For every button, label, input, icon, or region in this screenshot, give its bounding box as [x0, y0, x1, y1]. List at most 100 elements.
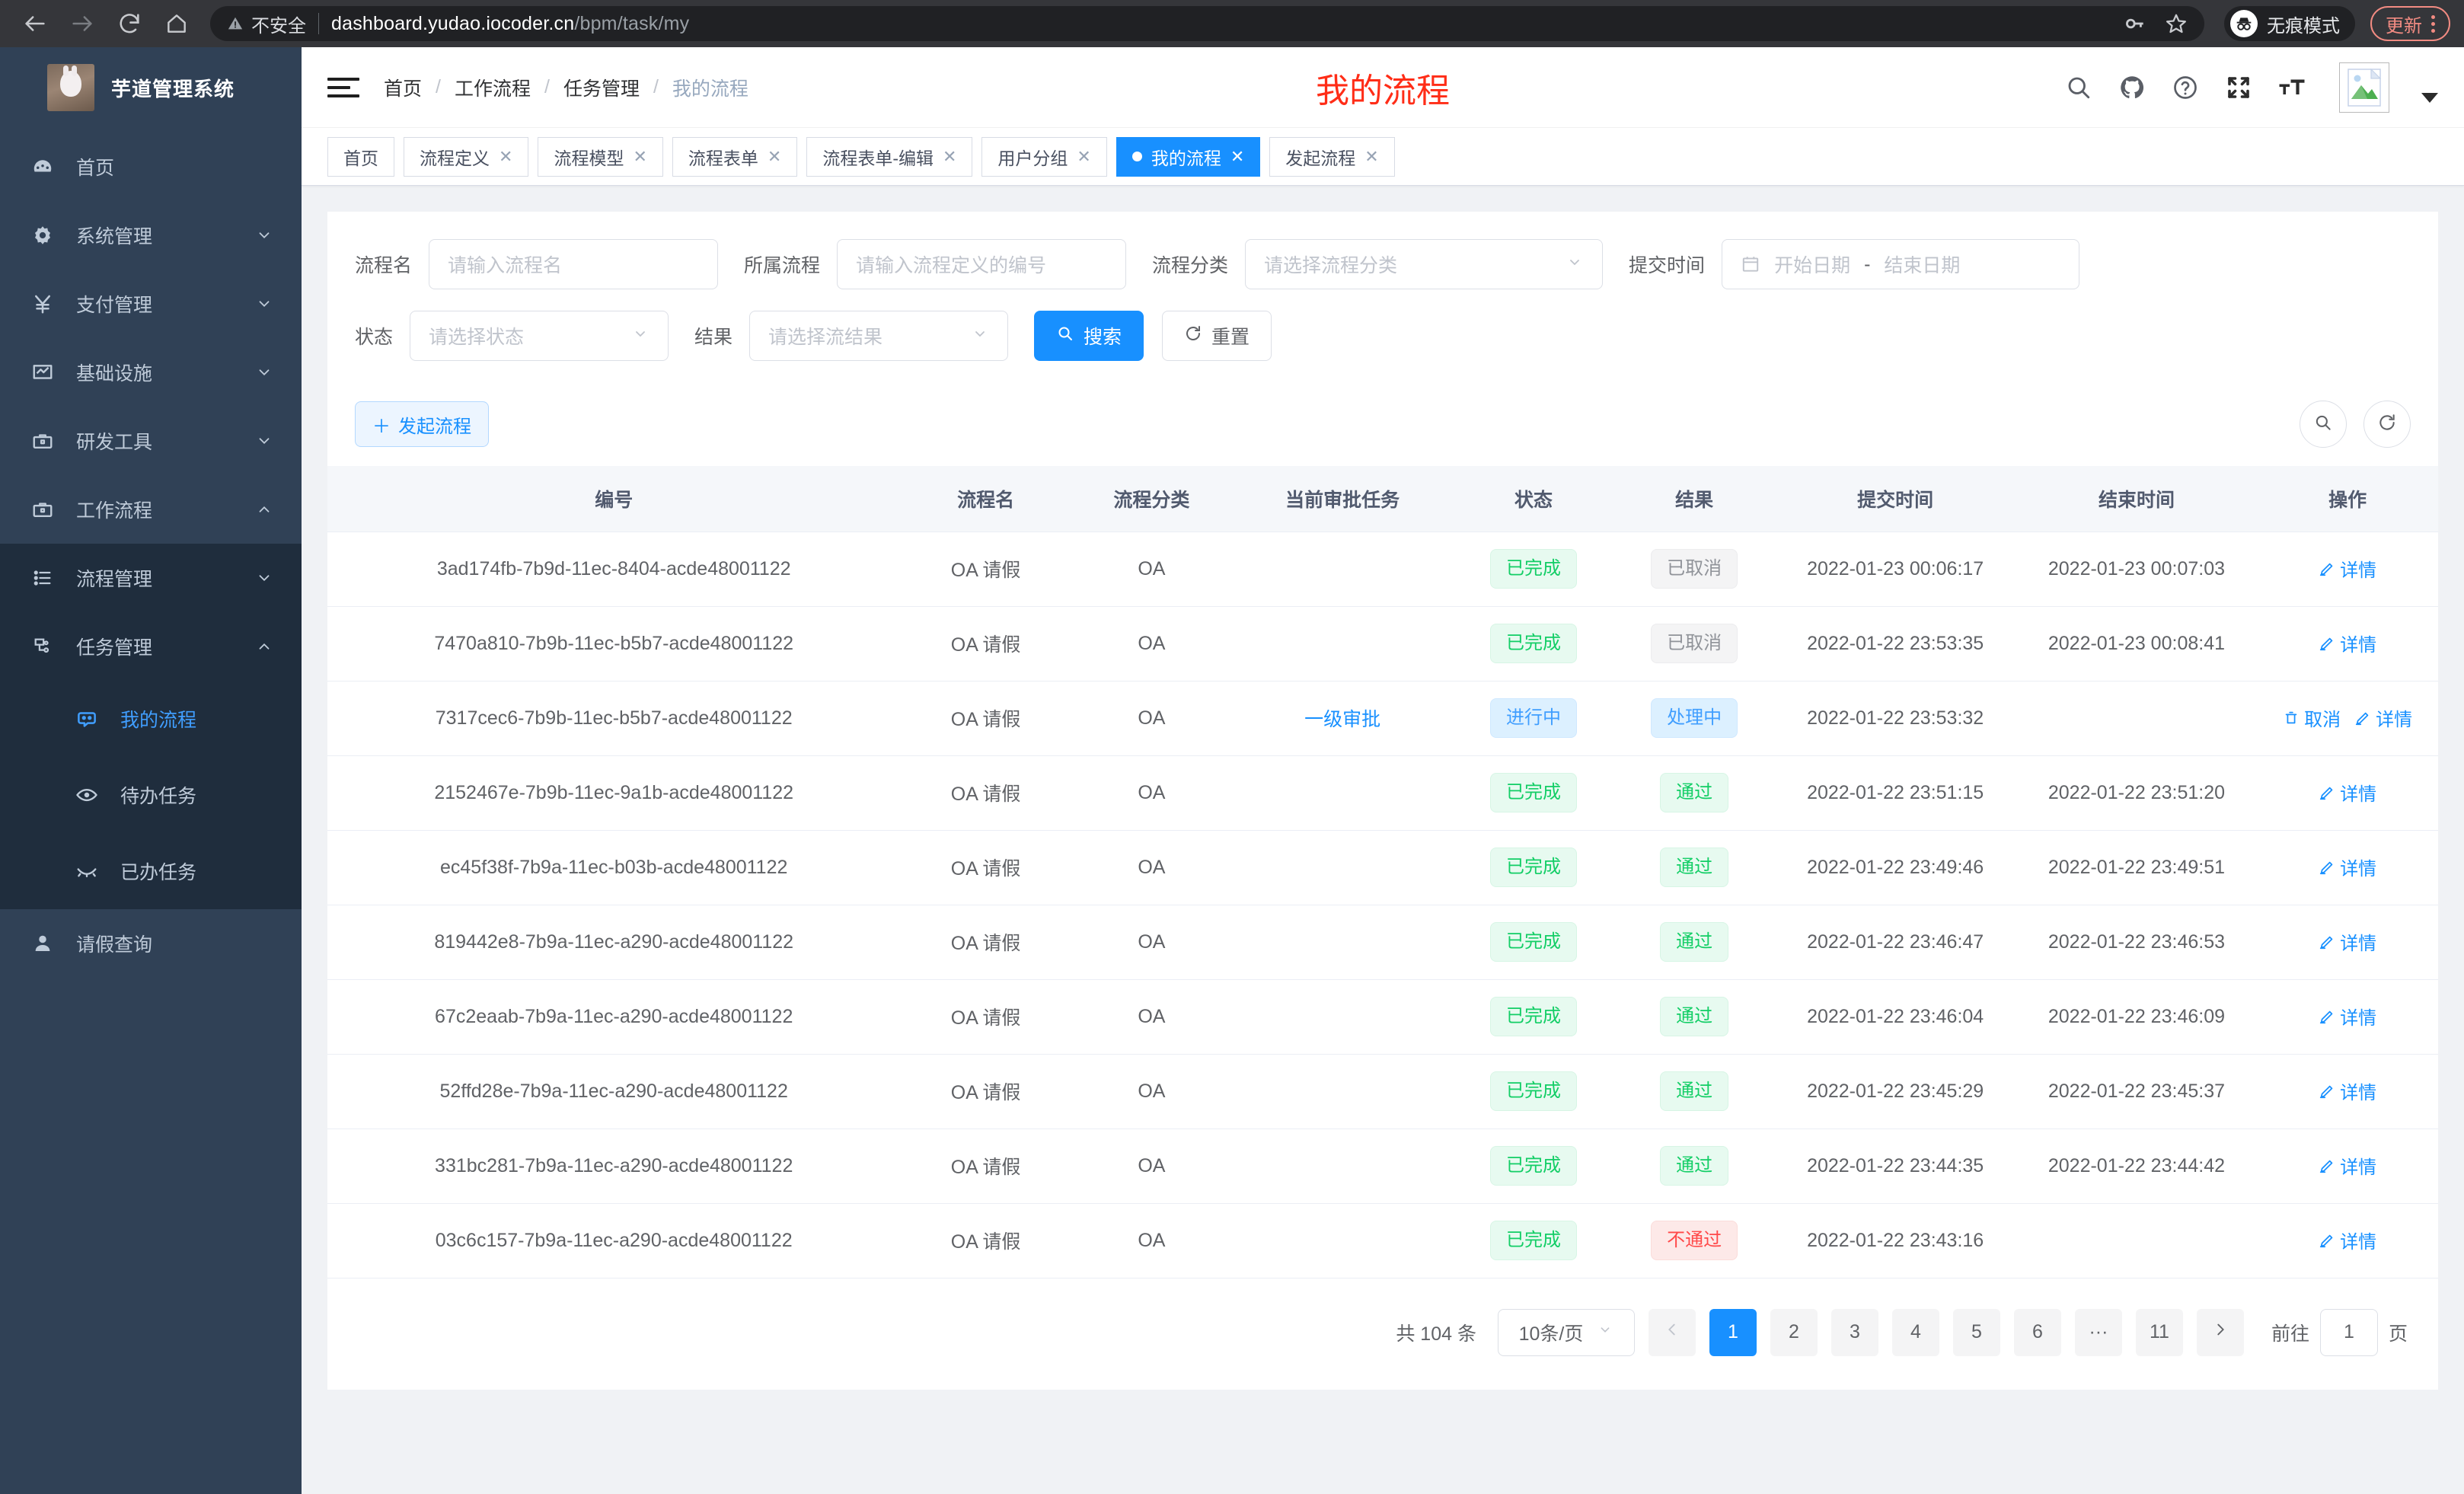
pagination-page-2[interactable]: 2	[1770, 1308, 1818, 1356]
process-name-input[interactable]: 请输入流程名	[429, 239, 719, 289]
sidebar-item-my-process[interactable]: 我的流程	[0, 681, 302, 757]
reload-icon[interactable]	[108, 2, 151, 45]
current-task-link[interactable]: 一级审批	[1304, 709, 1381, 730]
jump-page-input[interactable]: 1	[2319, 1308, 2378, 1356]
detail-link[interactable]: 详情	[2319, 928, 2376, 955]
breadcrumb-item-3[interactable]: 任务管理	[563, 78, 640, 100]
sidebar-item-payment[interactable]: 支付管理	[0, 270, 302, 338]
filter-result: 结果 请选择流结果	[694, 311, 1009, 361]
breadcrumb-item-2[interactable]: 工作流程	[454, 78, 531, 100]
sidebar-item-todo-task[interactable]: 待办任务	[0, 757, 302, 833]
help-circle-icon[interactable]	[2172, 74, 2199, 101]
back-arrow-icon[interactable]	[14, 2, 56, 45]
belong-process-input[interactable]: 请输入流程定义的编号	[837, 239, 1127, 289]
pagination-page-5[interactable]: 5	[1952, 1308, 2000, 1356]
process-category-select[interactable]: 请选择流程分类	[1245, 239, 1604, 289]
close-icon[interactable]: ✕	[942, 146, 957, 166]
forward-arrow-icon[interactable]	[61, 2, 104, 45]
tab-process-form[interactable]: 流程表单 ✕	[672, 136, 798, 177]
detail-link[interactable]: 详情	[2319, 1003, 2376, 1030]
submit-time-daterange[interactable]: 开始日期 - 结束日期	[1722, 239, 2080, 289]
detail-link[interactable]: 详情	[2319, 1227, 2376, 1253]
caret-down-icon[interactable]	[2421, 93, 2438, 103]
tab-process-definition[interactable]: 流程定义 ✕	[404, 136, 529, 177]
home-icon[interactable]	[155, 2, 198, 45]
github-icon[interactable]	[2118, 74, 2146, 101]
key-icon[interactable]	[2124, 13, 2145, 34]
sidebar-item-label: 我的流程	[120, 710, 197, 731]
detail-link[interactable]: 详情	[2319, 779, 2376, 806]
address-bar[interactable]: 不安全 dashboard.yudao.iocoder.cn/bpm/task/…	[210, 6, 2204, 41]
refresh-icon	[1184, 324, 1202, 348]
monitor-icon	[29, 361, 56, 384]
font-size-icon[interactable]	[2278, 74, 2306, 101]
detail-link[interactable]: 详情	[2319, 1077, 2376, 1104]
pagination-page-6[interactable]: 6	[2013, 1308, 2061, 1356]
update-button[interactable]: 更新	[2370, 6, 2450, 41]
close-icon[interactable]: ✕	[767, 146, 782, 166]
tab-home[interactable]: 首页	[327, 136, 394, 177]
tab-my-process[interactable]: 我的流程 ✕	[1116, 136, 1261, 177]
sidebar-item-home[interactable]: 首页	[0, 132, 302, 201]
close-icon[interactable]: ✕	[1364, 146, 1379, 166]
pagination-page-3[interactable]: 3	[1830, 1308, 1878, 1356]
tab-start-process[interactable]: 发起流程 ✕	[1269, 136, 1395, 177]
sidebar-item-task-manage[interactable]: 任务管理	[0, 612, 302, 681]
close-icon[interactable]: ✕	[633, 146, 647, 166]
sidebar-item-process-manage[interactable]: 流程管理	[0, 544, 302, 612]
sidebar: 芋道管理系统 首页 系统管理	[0, 47, 302, 1494]
incognito-indicator[interactable]: 无痕模式	[2224, 6, 2355, 41]
fullscreen-icon[interactable]	[2225, 74, 2252, 101]
cell-process-name: OA 请假	[900, 606, 1071, 682]
sidebar-item-system[interactable]: 系统管理	[0, 201, 302, 270]
pagination-page-4[interactable]: 4	[1891, 1308, 1939, 1356]
sidebar-logo[interactable]: 芋道管理系统	[0, 47, 302, 128]
status-select[interactable]: 请选择状态	[410, 311, 669, 361]
avatar[interactable]	[2339, 62, 2389, 113]
cell-id: 2152467e-7b9b-11ec-9a1b-acde48001122	[327, 755, 901, 831]
star-icon[interactable]	[2165, 12, 2188, 35]
cancel-link[interactable]: 取消	[2283, 704, 2341, 731]
chevron-left-icon	[1664, 1321, 1680, 1343]
close-icon[interactable]: ✕	[1077, 146, 1091, 166]
sidebar-item-leave-query[interactable]: 请假查询	[0, 909, 302, 978]
sidebar-item-infrastructure[interactable]: 基础设施	[0, 338, 302, 407]
sidebar-item-done-task[interactable]: 已办任务	[0, 833, 302, 909]
detail-link[interactable]: 详情	[2354, 704, 2412, 731]
jump-suffix-label: 页	[2388, 1323, 2408, 1345]
breadcrumb-item-1[interactable]: 首页	[384, 78, 423, 100]
cell-status: 已完成	[1453, 1054, 1614, 1129]
pagination-page-1[interactable]: 1	[1709, 1308, 1757, 1356]
pagination-ellipsis[interactable]: ···	[2074, 1308, 2122, 1356]
table-row: 7470a810-7b9b-11ec-b5b7-acde48001122 OA 请…	[327, 606, 2438, 682]
close-icon[interactable]: ✕	[499, 146, 513, 166]
kebab-menu-icon[interactable]	[2427, 14, 2440, 33]
tab-label: 发起流程	[1285, 148, 1356, 168]
close-icon[interactable]: ✕	[1230, 146, 1245, 166]
page-size-select[interactable]: 10条/页	[1497, 1308, 1635, 1356]
search-button[interactable]: 搜索	[1034, 311, 1144, 361]
detail-link[interactable]: 详情	[2319, 854, 2376, 880]
tab-process-form-edit[interactable]: 流程表单-编辑 ✕	[806, 136, 973, 177]
sidebar-item-workflow[interactable]: 工作流程	[0, 475, 302, 544]
detail-link[interactable]: 详情	[2319, 630, 2376, 656]
start-process-button[interactable]: ＋ 发起流程	[355, 401, 489, 447]
hamburger-icon[interactable]	[327, 77, 359, 97]
search-icon[interactable]	[2065, 74, 2092, 101]
cell-operation: 取消 详情	[2257, 681, 2438, 756]
cell-id: 67c2eaab-7b9a-11ec-a290-acde48001122	[327, 979, 901, 1055]
tab-user-group[interactable]: 用户分组 ✕	[981, 136, 1107, 177]
pagination-prev-button[interactable]	[1648, 1308, 1696, 1356]
detail-link[interactable]: 详情	[2319, 1152, 2376, 1179]
toolbar-refresh-button[interactable]	[2363, 401, 2411, 448]
incognito-icon	[2230, 10, 2258, 37]
reset-button[interactable]: 重置	[1162, 311, 1272, 361]
tab-strip: 首页 流程定义 ✕ 流程模型 ✕ 流程表单 ✕ 流程表单-编辑 ✕ 用户分组 ✕ 我的流程…	[302, 128, 2464, 186]
result-select[interactable]: 请选择流结果	[749, 311, 1009, 361]
detail-link[interactable]: 详情	[2319, 555, 2376, 582]
toolbar-search-button[interactable]	[2300, 401, 2347, 448]
sidebar-item-devtools[interactable]: 研发工具	[0, 407, 302, 475]
tab-process-model[interactable]: 流程模型 ✕	[538, 136, 663, 177]
pagination-page-11[interactable]: 11	[2135, 1308, 2183, 1356]
pagination-next-button[interactable]	[2196, 1308, 2244, 1356]
